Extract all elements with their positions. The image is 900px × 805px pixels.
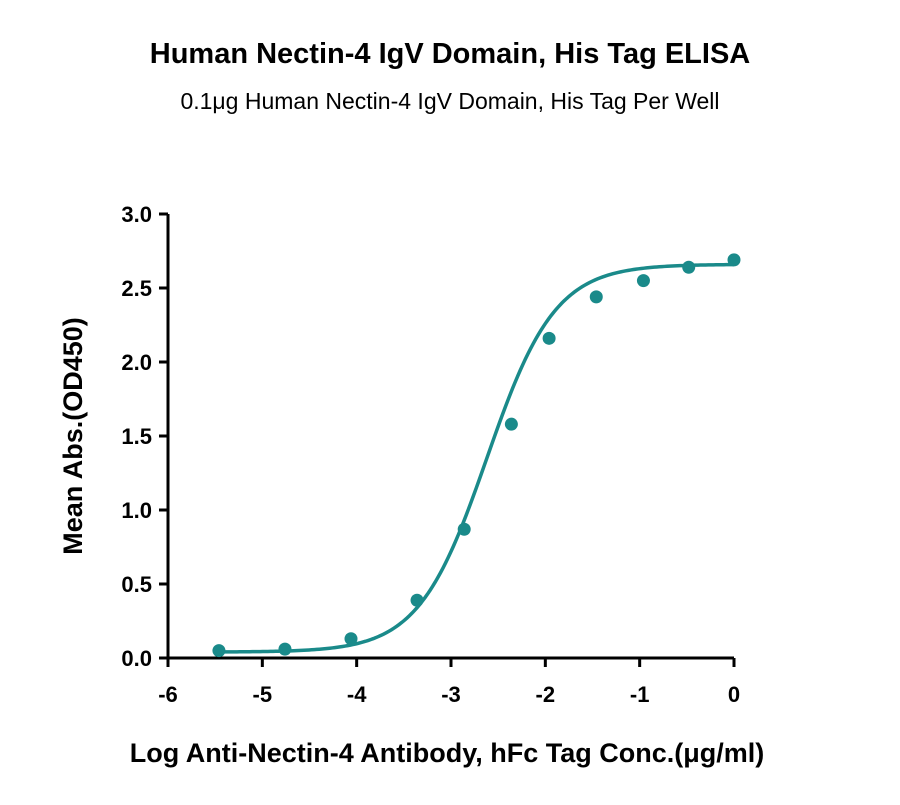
chart-subtitle: 0.1μg Human Nectin-4 IgV Domain, His Tag…	[180, 88, 720, 114]
data-point	[457, 522, 471, 536]
x-tick-label: -5	[253, 682, 273, 707]
y-axis-title: Mean Abs.(OD450)	[58, 317, 88, 555]
y-tick-label: 1.0	[121, 498, 152, 523]
data-point	[278, 642, 292, 656]
x-tick-label: 0	[728, 682, 740, 707]
y-tick-label: 3.0	[121, 202, 152, 227]
x-tick-label: -3	[441, 682, 461, 707]
x-axis-title: Log Anti-Nectin-4 Antibody, hFc Tag Conc…	[130, 738, 764, 768]
data-point	[212, 644, 226, 658]
x-ticks: -6 -5 -4 -3 -2 -1 0	[158, 658, 740, 707]
y-tick-label: 2.5	[121, 276, 152, 301]
data-point	[589, 290, 603, 304]
y-tick-label: 1.5	[121, 424, 152, 449]
y-ticks: 0.0 0.5 1.0 1.5 2.0 2.5 3.0	[121, 202, 168, 671]
x-tick-label: -6	[158, 682, 178, 707]
y-tick-label: 0.0	[121, 646, 152, 671]
data-point	[542, 331, 556, 345]
fit-curve	[218, 262, 735, 654]
chart-title: Human Nectin-4 IgV Domain, His Tag ELISA	[149, 38, 751, 70]
data-point	[504, 417, 518, 431]
y-tick-label: 2.0	[121, 350, 152, 375]
data-point	[682, 260, 696, 274]
y-tick-label: 0.5	[121, 572, 152, 597]
data-point	[410, 593, 424, 607]
data-point	[344, 632, 358, 646]
data-point	[727, 253, 741, 267]
x-tick-label: -2	[536, 682, 556, 707]
x-tick-label: -1	[630, 682, 650, 707]
data-points	[212, 253, 741, 658]
x-tick-label: -4	[347, 682, 367, 707]
data-point	[636, 274, 650, 288]
